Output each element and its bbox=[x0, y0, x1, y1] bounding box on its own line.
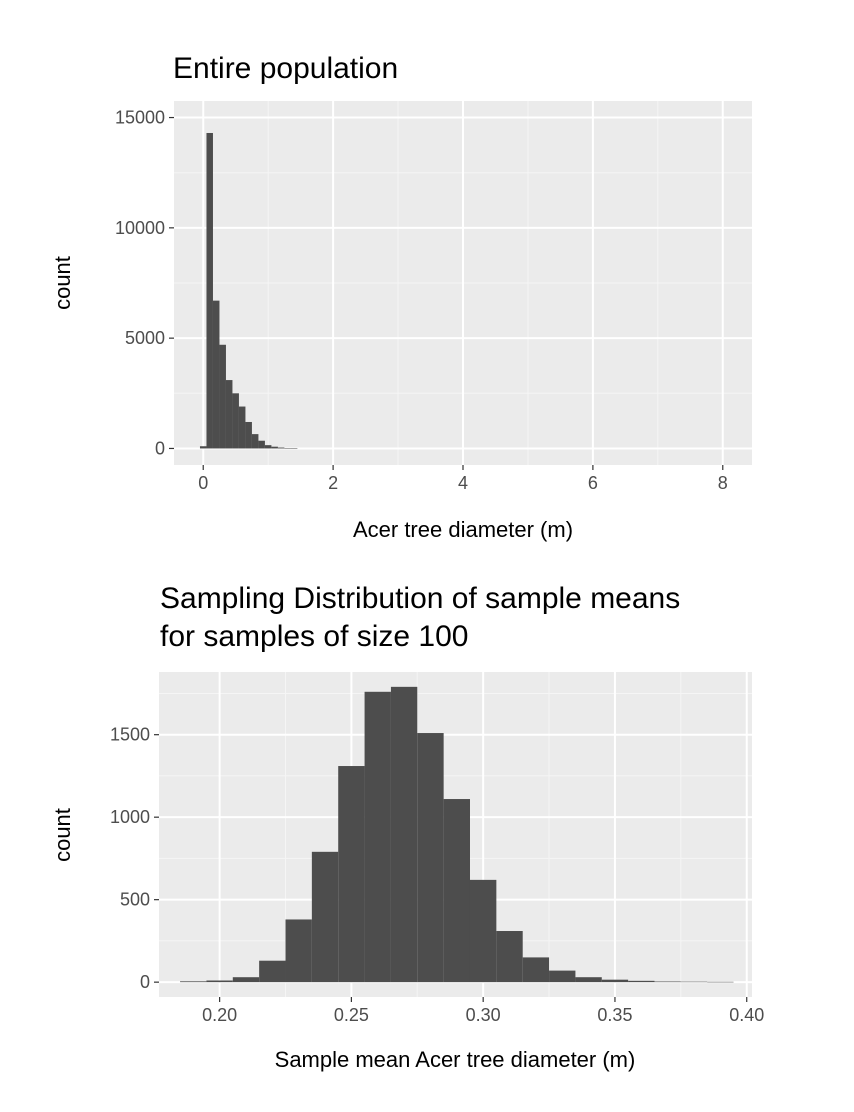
histogram-bar bbox=[443, 799, 470, 983]
chart1-title: Entire population bbox=[173, 52, 398, 85]
histogram-bar bbox=[628, 980, 655, 983]
histogram-bar bbox=[654, 981, 681, 983]
chart2-x-axis: 0.20 0.25 0.30 0.35 0.40 bbox=[202, 997, 764, 1025]
histogram-bar bbox=[496, 931, 523, 983]
histogram-bar bbox=[180, 981, 207, 983]
chart1-gridlines bbox=[174, 101, 752, 465]
histogram-bar bbox=[206, 980, 233, 983]
y-tick-label: 0 bbox=[140, 972, 150, 992]
x-tick-label: 6 bbox=[588, 473, 598, 493]
y-tick-label: 15000 bbox=[115, 108, 165, 128]
chart2-x-axis-label: Sample mean Acer tree diameter (m) bbox=[275, 1047, 636, 1072]
x-tick-label: 0.25 bbox=[334, 1005, 369, 1025]
x-tick-label: 0.40 bbox=[729, 1005, 764, 1025]
histogram-bar bbox=[259, 960, 286, 983]
histogram-bar bbox=[206, 132, 213, 449]
chart1-y-axis: 0 5000 10000 15000 bbox=[115, 108, 174, 458]
histogram-bar bbox=[271, 446, 278, 449]
histogram-bar bbox=[417, 733, 444, 983]
chart2-title: Sampling Distribution of sample means bbox=[160, 582, 680, 615]
chart2-y-axis-label: count bbox=[50, 808, 75, 862]
chart2-subtitle: for samples of size 100 bbox=[160, 620, 468, 653]
x-tick-label: 8 bbox=[718, 473, 728, 493]
histogram-bar bbox=[251, 434, 259, 449]
histogram-bar bbox=[232, 393, 239, 449]
sampling-distribution-histogram: Sampling Distribution of sample means fo… bbox=[50, 582, 764, 1072]
histogram-bar bbox=[225, 380, 233, 449]
x-tick-label: 0.30 bbox=[466, 1005, 501, 1025]
chart1-x-axis-label: Acer tree diameter (m) bbox=[353, 517, 573, 542]
histogram-bar bbox=[601, 979, 629, 983]
x-tick-label: 2 bbox=[328, 473, 338, 493]
histogram-bar bbox=[264, 445, 272, 449]
x-tick-label: 4 bbox=[458, 473, 468, 493]
histogram-bar bbox=[285, 919, 312, 983]
chart1-x-axis: 0 2 4 6 8 bbox=[198, 465, 728, 493]
histogram-bar bbox=[232, 977, 260, 983]
chart2-y-axis: 0 500 1000 1500 bbox=[110, 725, 159, 992]
y-tick-label: 1000 bbox=[110, 807, 150, 827]
histogram-bar bbox=[338, 766, 365, 983]
histogram-bar bbox=[575, 977, 602, 983]
chart1-y-axis-label: count bbox=[50, 256, 75, 310]
histogram-bar bbox=[364, 691, 391, 983]
histogram-bar bbox=[245, 421, 252, 449]
y-tick-label: 0 bbox=[155, 438, 165, 458]
x-tick-label: 0.20 bbox=[202, 1005, 237, 1025]
y-tick-label: 1500 bbox=[110, 725, 150, 745]
y-tick-label: 500 bbox=[120, 890, 150, 910]
histogram-bar bbox=[522, 957, 550, 983]
histogram-bar bbox=[311, 851, 339, 983]
chart1-bars bbox=[199, 132, 298, 449]
histogram-bar bbox=[290, 448, 298, 449]
x-tick-label: 0 bbox=[198, 473, 208, 493]
histogram-bar bbox=[199, 446, 207, 449]
histogram-bar bbox=[390, 686, 418, 983]
x-tick-label: 0.35 bbox=[597, 1005, 632, 1025]
y-tick-label: 10000 bbox=[115, 218, 165, 238]
histogram-bar bbox=[258, 440, 265, 449]
chart2-bars bbox=[180, 686, 734, 983]
histogram-bar bbox=[238, 406, 246, 449]
histogram-bar bbox=[277, 447, 285, 449]
histogram-bar bbox=[284, 448, 291, 449]
histogram-bar bbox=[212, 300, 220, 449]
histogram-bar bbox=[469, 879, 497, 983]
histogram-bar bbox=[707, 981, 734, 983]
y-tick-label: 5000 bbox=[125, 328, 165, 348]
histogram-bar bbox=[219, 344, 226, 449]
histogram-bar bbox=[549, 970, 576, 983]
histogram-bar bbox=[680, 981, 708, 983]
